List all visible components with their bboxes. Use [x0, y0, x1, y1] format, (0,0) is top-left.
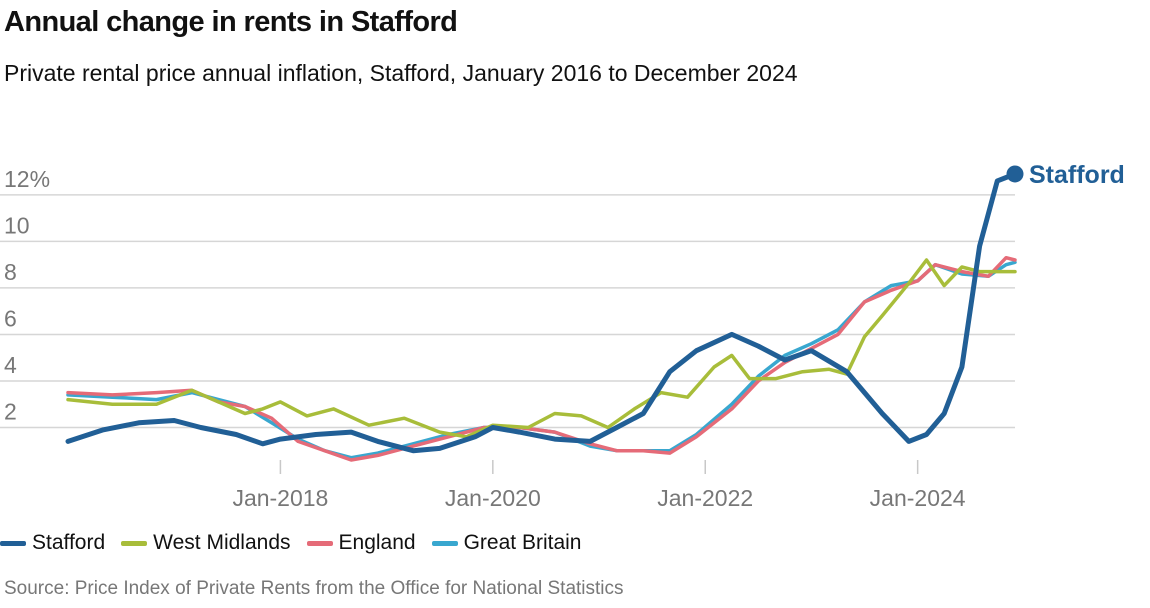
legend-swatch: [306, 540, 333, 546]
legend-swatch: [121, 540, 148, 546]
series-line-west-midlands: [66, 258, 1017, 439]
series-lines: [65, 171, 1018, 462]
legend-swatch: [431, 540, 458, 546]
source-note: Source: Price Index of Private Rents fro…: [4, 578, 624, 599]
end-label-group: Stafford: [1006, 161, 1125, 189]
y-tick-label: 4: [4, 352, 17, 378]
x-tick-label: Jan-2020: [445, 485, 541, 511]
x-tick-label: Jan-2024: [870, 485, 966, 511]
series-line-england: [66, 255, 1017, 462]
legend-label: Stafford: [32, 531, 106, 554]
series-line-stafford: [65, 171, 1018, 454]
legend: Stafford West Midlands England Great Britai…: [0, 528, 597, 558]
legend-label: Great Britain: [463, 531, 582, 554]
legend-item-england: England: [306, 531, 416, 555]
legend-item-west-midlands: West Midlands: [121, 531, 291, 555]
y-tick-label: 8: [4, 259, 17, 285]
y-tick-label: 12%: [4, 166, 50, 192]
chart-subtitle: Private rental price annual inflation, S…: [4, 60, 798, 86]
legend-swatch: [0, 540, 26, 546]
legend-item-stafford: Stafford: [0, 531, 105, 555]
legend-label: England: [338, 531, 416, 554]
y-axis-ticks: 2 4 6 8 10 12%: [4, 166, 50, 425]
y-tick-label: 10: [4, 212, 30, 238]
legend-label: West Midlands: [153, 531, 291, 554]
y-tick-label: 6: [4, 305, 17, 331]
x-tick-label: Jan-2022: [657, 485, 753, 511]
y-tick-label: 2: [4, 398, 17, 424]
legend-item-great-britain: Great Britain: [431, 531, 582, 555]
x-tick-label: Jan-2018: [232, 485, 328, 511]
x-axis-ticks: Jan-2018 Jan-2020 Jan-2022 Jan-2024: [232, 460, 966, 511]
end-point-marker: [1006, 165, 1024, 183]
chart-title: Annual change in rents in Stafford: [4, 6, 458, 38]
end-series-label: Stafford: [1029, 161, 1125, 189]
